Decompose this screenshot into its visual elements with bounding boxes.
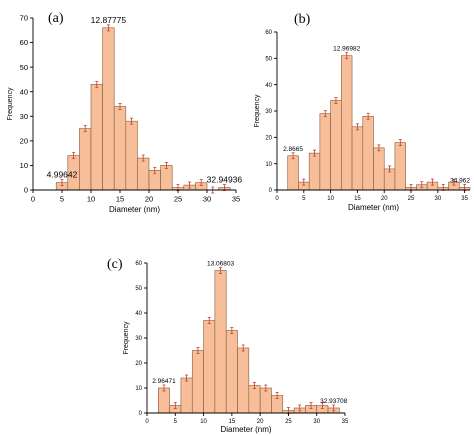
bar-annotation: 12.87775 — [91, 15, 127, 25]
histogram-bar — [341, 55, 353, 191]
histogram-bar — [180, 377, 193, 414]
bar-annotation: 32.94936 — [207, 175, 243, 185]
x-tick-label: 20 — [381, 196, 388, 202]
histogram-bar — [225, 330, 238, 414]
histogram-bar — [158, 387, 170, 414]
histogram-bar — [248, 385, 261, 414]
histogram-bar — [259, 387, 272, 414]
x-tick-label: 10 — [87, 195, 95, 204]
x-tick-label: 5 — [174, 419, 178, 425]
x-tick-label: 25 — [174, 195, 182, 204]
y-tick-label: 60 — [20, 38, 28, 47]
bar-annotation: 13.06803 — [207, 261, 234, 268]
histogram-bar — [330, 100, 342, 191]
y-tick-label: 50 — [135, 286, 142, 292]
histogram-bar — [160, 165, 173, 191]
y-tick-label: 10 — [265, 162, 272, 168]
x-tick-label: 35 — [461, 196, 468, 202]
x-tick-label: 20 — [257, 419, 264, 425]
x-tick-label: 0 — [145, 419, 149, 425]
y-axis-title: Frequency — [254, 94, 261, 128]
y-tick-label: 60 — [265, 30, 272, 36]
y-tick-label: 0 — [139, 411, 143, 417]
histogram-bar — [79, 128, 92, 191]
x-tick-label: 30 — [203, 195, 211, 204]
y-tick-label: 30 — [20, 112, 28, 121]
y-tick-label: 10 — [20, 161, 28, 170]
bar-annotation: 32.93708 — [320, 398, 347, 405]
panel-label: (b) — [294, 12, 311, 27]
x-tick-label: 35 — [232, 195, 240, 204]
x-axis-title: Diameter (nm) — [220, 425, 271, 434]
y-tick-label: 50 — [265, 56, 272, 62]
y-axis-title: Frequency — [7, 87, 14, 121]
x-axis-title: Diameter (nm) — [348, 203, 399, 212]
histogram-bar — [125, 120, 138, 191]
histogram-bar — [90, 84, 103, 191]
x-tick-label: 10 — [327, 196, 334, 202]
x-tick-label: 15 — [354, 196, 361, 202]
bar-annotation: 2.8665 — [283, 146, 303, 153]
y-tick-label: 40 — [265, 83, 272, 89]
x-tick-label: 25 — [408, 196, 415, 202]
x-tick-label: 15 — [116, 195, 124, 204]
x-axis-title: Diameter (nm) — [109, 205, 160, 214]
x-tick-label: 30 — [434, 196, 441, 202]
x-tick-label: 0 — [275, 196, 279, 202]
y-tick-label: 0 — [24, 186, 28, 195]
histogram-bar — [362, 115, 374, 191]
histogram-bar — [351, 126, 364, 191]
y-tick-label: 20 — [265, 135, 272, 141]
histogram-bar — [102, 27, 115, 191]
chart-panel-a: 0 5 10 15 20 25 30 35 0 10 20 30 40 50 60 70 Diameter (n… — [7, 11, 242, 214]
histogram-bar — [319, 113, 331, 191]
y-tick-label: 60 — [135, 261, 142, 267]
histogram-bar — [373, 147, 385, 191]
x-tick-label: 35 — [342, 419, 349, 425]
chart-panel-c: 0 5 10 15 20 25 30 35 0 10 20 30 40 50 60 Diameter (nm)… — [107, 257, 349, 434]
histogram-bar — [203, 320, 216, 414]
bar-annotation: 34.962 — [450, 177, 470, 184]
bar-annotation: 2.96471 — [152, 378, 176, 385]
histogram-bar — [113, 106, 127, 191]
bar-annotation: 12.96982 — [333, 46, 360, 53]
y-tick-label: 10 — [135, 386, 142, 392]
x-tick-label: 0 — [31, 195, 35, 204]
y-tick-label: 20 — [20, 136, 28, 145]
y-tick-label: 50 — [20, 63, 28, 72]
histogram-bar — [191, 350, 204, 414]
y-tick-label: 40 — [135, 311, 142, 317]
x-tick-label: 20 — [145, 195, 153, 204]
bar-annotation: 4.99642 — [47, 170, 78, 180]
x-tick-label: 30 — [313, 419, 320, 425]
y-tick-label: 0 — [269, 188, 273, 194]
y-tick-label: 70 — [20, 14, 28, 23]
x-tick-label: 10 — [200, 419, 207, 425]
histogram-bar — [214, 270, 227, 414]
chart-panel-b: 0 5 10 15 20 25 30 35 0 10 20 30 40 50 60 Diameter (nm)… — [254, 12, 470, 212]
panel-label: (a) — [48, 11, 64, 26]
x-tick-label: 5 — [302, 196, 306, 202]
y-tick-label: 20 — [135, 361, 142, 367]
y-tick-label: 40 — [20, 87, 28, 96]
panel-label: (c) — [107, 257, 123, 272]
histogram-bar — [394, 142, 406, 191]
x-tick-label: 5 — [60, 195, 64, 204]
x-tick-label: 25 — [285, 419, 292, 425]
histogram-bar — [308, 152, 321, 191]
x-tick-label: 15 — [229, 419, 236, 425]
histogram-bar — [137, 157, 150, 191]
y-axis-title: Frequency — [123, 321, 130, 355]
histogram-bar — [287, 155, 299, 191]
y-tick-label: 30 — [265, 109, 272, 115]
y-tick-label: 30 — [135, 336, 142, 342]
histogram-bar — [237, 347, 250, 414]
